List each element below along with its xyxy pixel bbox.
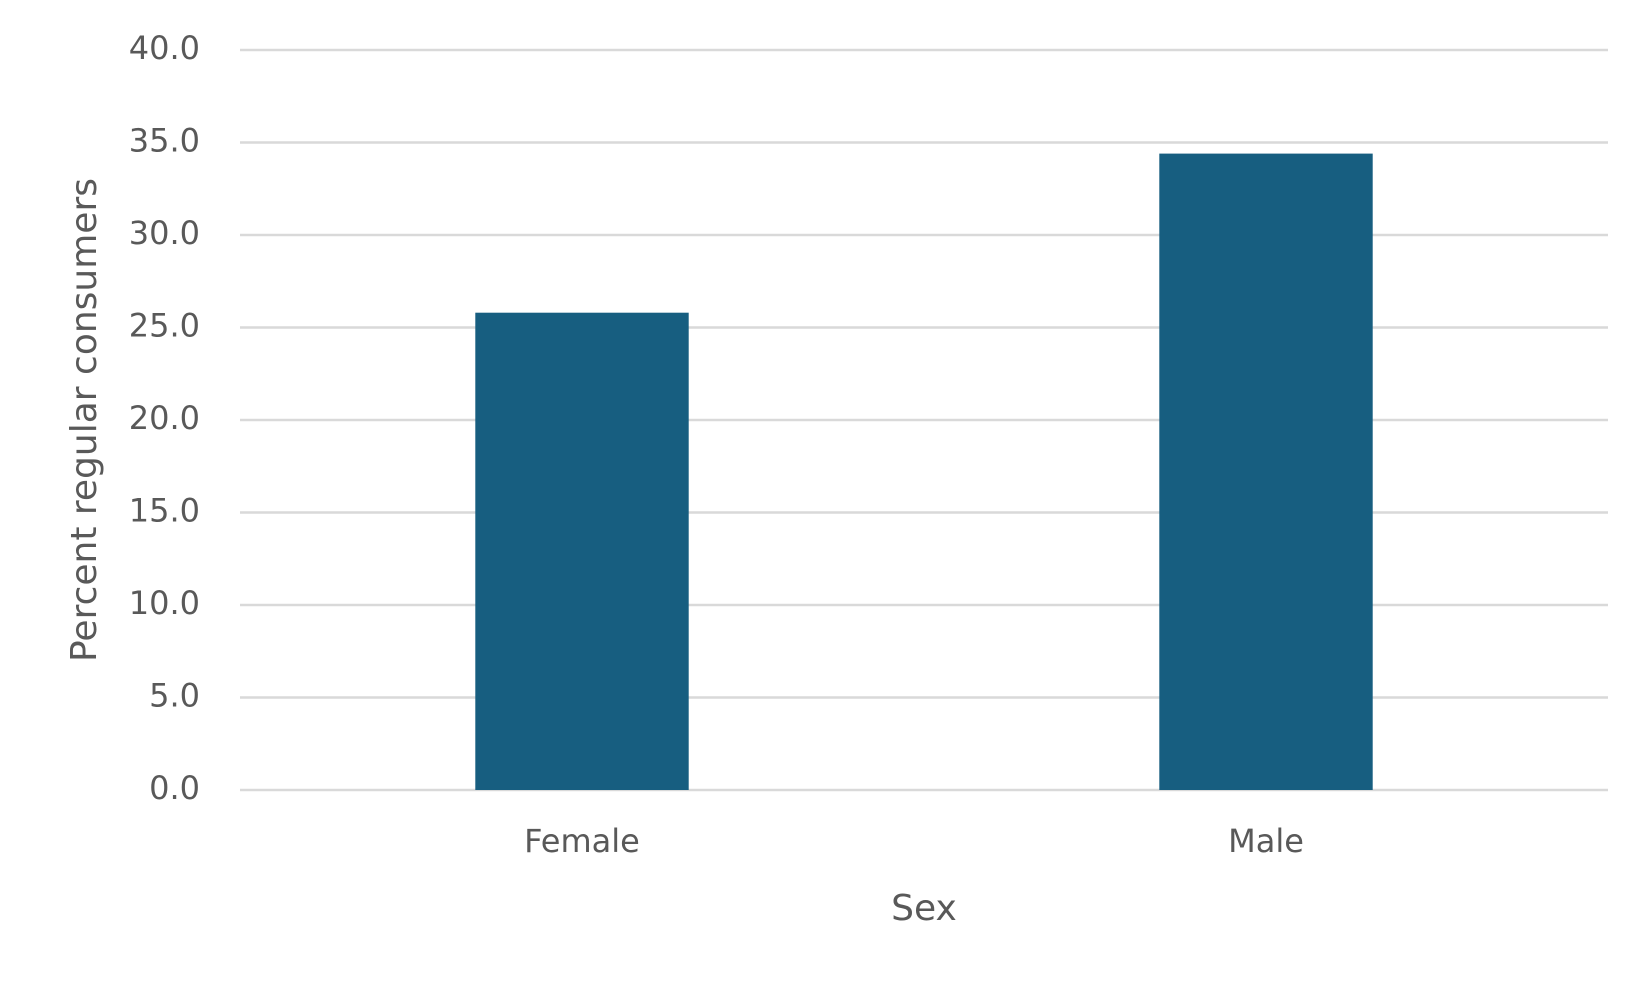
y-tick-label: 5.0 [149, 677, 200, 715]
y-tick-label: 10.0 [129, 584, 200, 622]
y-tick-label: 15.0 [129, 492, 200, 530]
y-tick-label: 35.0 [129, 122, 200, 160]
y-tick-label: 30.0 [129, 214, 200, 252]
x-tick-label: Male [1228, 822, 1304, 860]
bar [1159, 153, 1373, 791]
x-tick-label: Female [524, 822, 640, 860]
y-tick-label: 20.0 [129, 399, 200, 437]
y-tick-label: 25.0 [129, 307, 200, 345]
x-axis-title: Sex [891, 888, 957, 929]
bar [475, 312, 689, 790]
y-axis-title: Percent regular consumers [64, 178, 105, 662]
y-tick-label: 40.0 [129, 29, 200, 67]
y-tick-label: 0.0 [149, 769, 200, 807]
